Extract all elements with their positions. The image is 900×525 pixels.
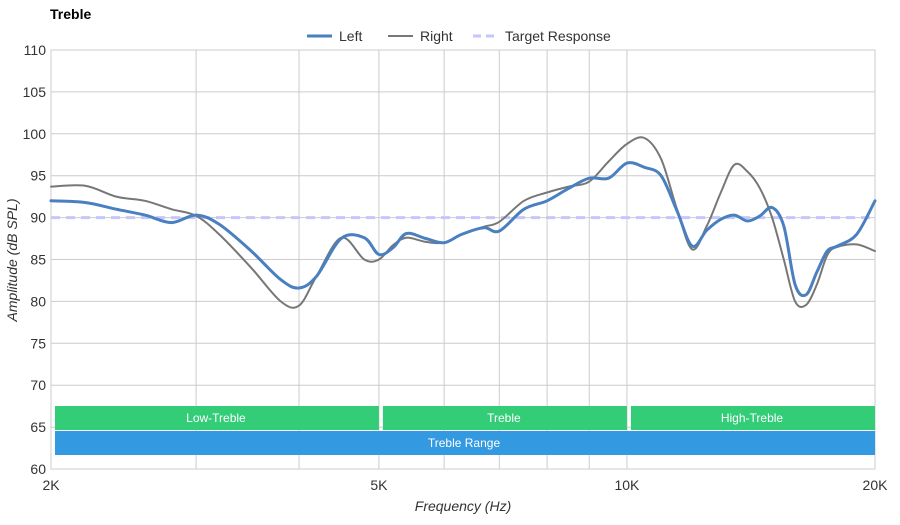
band-high-treble: High-Treble — [630, 406, 875, 430]
legend-label: Target Response — [505, 28, 611, 44]
x-tick-label: 10K — [614, 477, 640, 493]
y-tick-label: 70 — [30, 377, 46, 393]
band-treble-range: Treble Range — [55, 431, 875, 455]
y-axis-label: Amplitude (dB SPL) — [4, 199, 20, 323]
x-tick-label: 20K — [863, 477, 889, 493]
y-tick-label: 80 — [30, 293, 46, 309]
series-right-line — [50, 136, 876, 309]
band-rect — [55, 431, 875, 455]
legend-label: Right — [420, 28, 453, 44]
band-label: Treble Range — [428, 436, 501, 450]
y-tick-label: 60 — [30, 461, 46, 477]
y-tick-label: 75 — [30, 335, 46, 351]
chart-title: Treble — [50, 6, 92, 22]
legend-label: Left — [339, 28, 362, 44]
band-treble: Treble — [382, 406, 627, 430]
band-layer: Low-Treble Treble High-Treble Treble Range — [55, 406, 875, 455]
grid-layer — [50, 49, 876, 470]
legend-item-left: Left — [307, 28, 362, 44]
y-tick-label: 105 — [23, 84, 47, 100]
y-tick-label: 90 — [30, 210, 46, 226]
legend-item-target-response: Target Response — [473, 28, 611, 44]
legend: Left Right Target Response — [307, 28, 611, 44]
band-rect — [55, 406, 379, 430]
x-tick-label: 2K — [42, 477, 60, 493]
band-rect — [382, 406, 627, 430]
band-low-treble: Low-Treble — [55, 406, 379, 430]
y-tick-label: 85 — [30, 252, 46, 268]
axis-layer: 60 65 70 75 80 85 90 95 100 105 110 2K 5K 10K 20K — [23, 42, 888, 493]
y-tick-label: 110 — [24, 42, 47, 58]
band-label: Treble — [487, 411, 521, 425]
y-tick-label: 95 — [30, 168, 46, 184]
y-tick-label: 65 — [30, 419, 46, 435]
y-tick-label: 100 — [23, 126, 47, 142]
band-label: Low-Treble — [186, 411, 246, 425]
x-tick-label: 5K — [370, 477, 388, 493]
series-layer — [49, 136, 877, 309]
x-axis-label: Frequency (Hz) — [415, 498, 511, 514]
band-rect — [630, 406, 875, 430]
band-label: High-Treble — [721, 411, 784, 425]
series-left-line — [49, 161, 877, 298]
legend-item-right: Right — [388, 28, 453, 44]
